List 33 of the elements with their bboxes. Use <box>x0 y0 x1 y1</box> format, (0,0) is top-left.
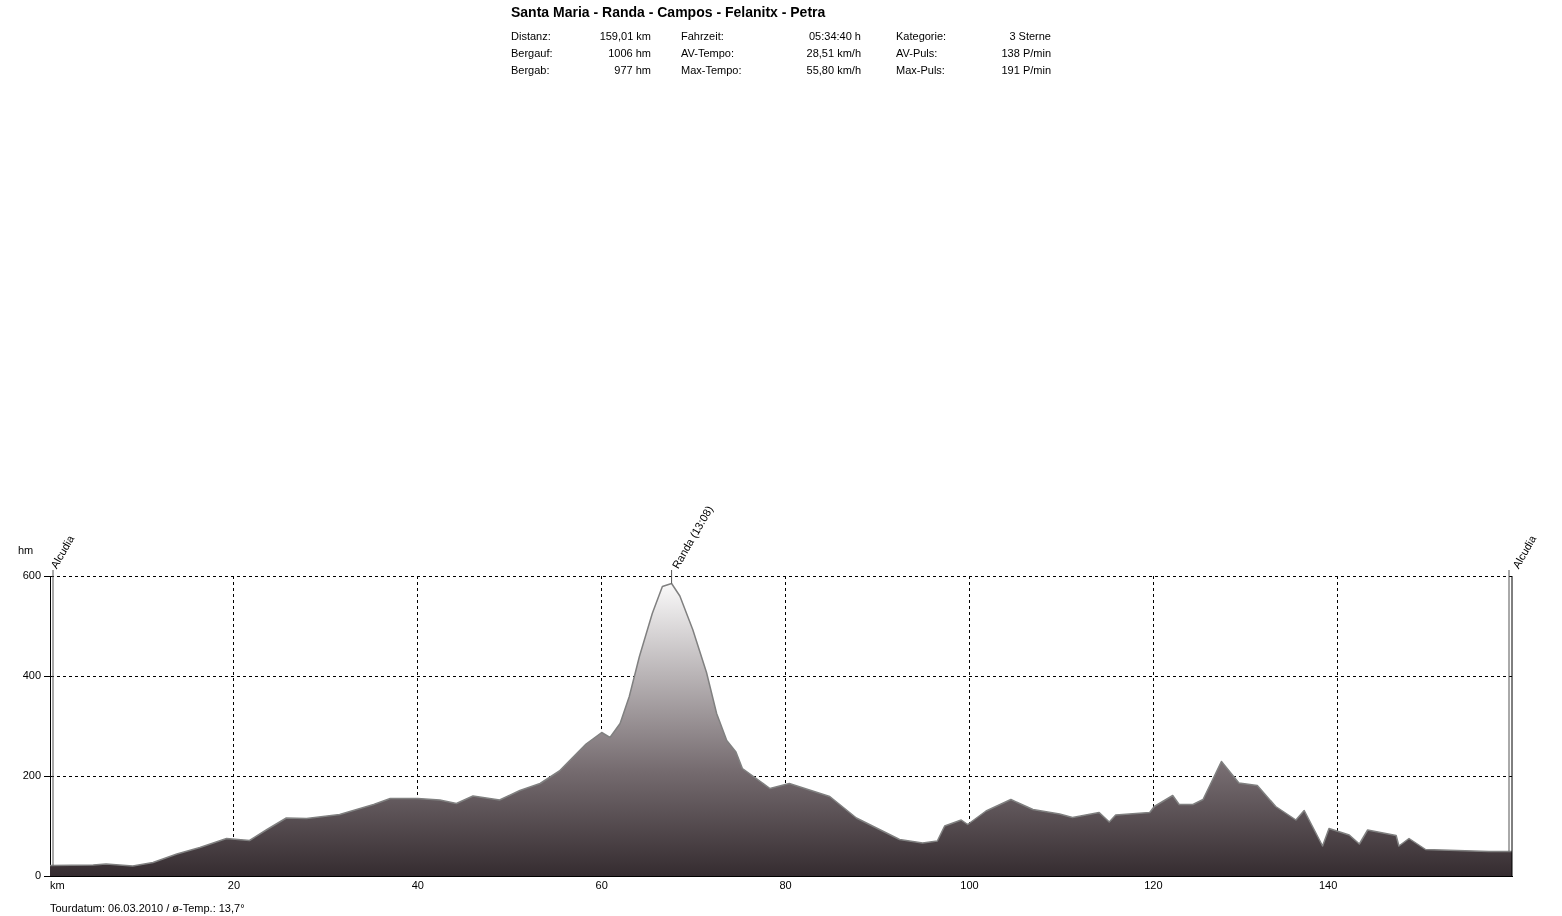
text: Bergab: <box>511 64 551 76</box>
text: 28,51 km/h <box>805 47 861 59</box>
x-tick-label: 120 <box>1144 878 1163 891</box>
x-tick-label: 20 <box>227 878 241 891</box>
text: Bergauf: <box>511 47 554 59</box>
text: 977 hm <box>613 64 651 76</box>
y-tick-label: 200 <box>22 769 41 782</box>
text: Max-Puls: <box>896 64 946 76</box>
text: 159,01 km <box>598 30 651 42</box>
x-tick-label: 100 <box>960 878 979 891</box>
text: AV-Tempo: <box>681 47 735 59</box>
text: 05:34:40 h <box>808 30 861 42</box>
x-tick-label: 80 <box>779 878 792 891</box>
text: Kategorie: <box>896 30 948 42</box>
text: Distanz: <box>511 30 552 42</box>
x-tick-label: 40 <box>411 878 424 891</box>
y-tick-label: 600 <box>22 569 41 582</box>
text: 191 P/min <box>1000 64 1051 76</box>
text: Tourdatum: 06.03.2010 / ø-Temp.: 13,7° <box>50 902 245 914</box>
text: 55,80 km/h <box>805 64 861 76</box>
text: 3 Sterne <box>1008 30 1051 42</box>
text: 138 P/min <box>1000 47 1051 59</box>
text: AV-Puls: <box>896 47 939 59</box>
chart-title: Santa Maria - Randa - Campos - Felanitx - Petra <box>511 4 826 20</box>
y-tick-label: 400 <box>22 669 41 682</box>
y-tick-label: 0 <box>34 869 41 882</box>
x-tick-label: 60 <box>595 878 608 891</box>
text: Max-Tempo: <box>681 64 743 76</box>
x-tick-label: km <box>50 878 65 891</box>
x-tick-label: 140 <box>1318 878 1338 891</box>
text: Fahrzeit: <box>681 30 725 42</box>
y-axis-title: hm <box>18 544 34 556</box>
text: 1006 hm <box>607 47 651 59</box>
